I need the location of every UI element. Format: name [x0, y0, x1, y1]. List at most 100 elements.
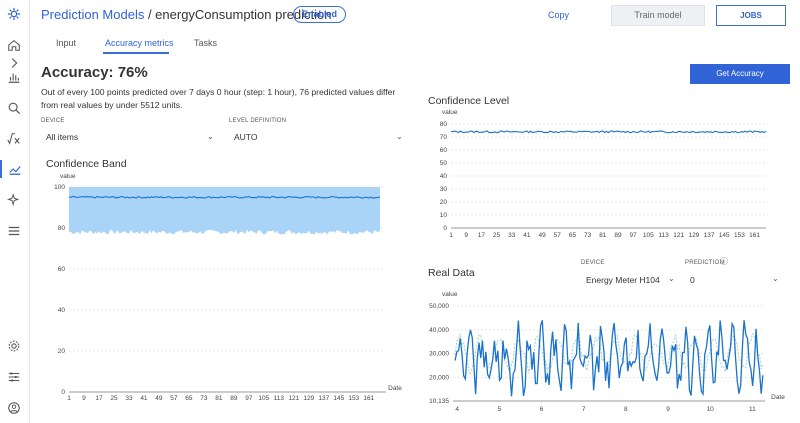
- x-tick-label: 25: [110, 395, 118, 402]
- confidence-band-title: Confidence Band: [46, 158, 127, 170]
- x-tick-label: 33: [508, 232, 516, 239]
- x-tick-label: 121: [673, 232, 684, 239]
- copy-button[interactable]: Copy: [548, 10, 570, 20]
- x-tick-label: 25: [493, 232, 501, 239]
- x-tick-label: 137: [318, 395, 329, 402]
- x-tick-label: 33: [125, 395, 133, 402]
- x-axis-label: Date: [771, 394, 785, 401]
- x-tick-label: 81: [599, 232, 607, 239]
- real-data-chart: 10,135 20,000 30,000 40,000 50,000 value 4 5 6 7 8…: [429, 291, 785, 413]
- real-data-device-select[interactable]: Energy Meter H104: [586, 275, 660, 285]
- y-tick-label: 80: [440, 121, 448, 128]
- x-tick-label: 49: [155, 395, 163, 402]
- chevron-down-icon[interactable]: ⌄: [396, 132, 403, 141]
- train-model-button[interactable]: Train model: [611, 5, 705, 26]
- y-tick-label: 20: [440, 199, 448, 206]
- info-icon[interactable]: ⓘ: [720, 257, 728, 266]
- search-analytics-icon[interactable]: [5, 99, 23, 117]
- x-tick-label: 145: [333, 395, 344, 402]
- get-accuracy-button[interactable]: Get Accuracy: [690, 64, 790, 84]
- status-badge: Enabled: [293, 6, 347, 23]
- x-tick-label: 9: [82, 395, 86, 402]
- expand-icon[interactable]: [5, 54, 23, 72]
- y-tick-label: 30: [440, 186, 448, 193]
- tab-input[interactable]: Input: [56, 38, 77, 48]
- y-tick-label: 80: [58, 225, 66, 232]
- x-tick-label: 153: [734, 232, 745, 239]
- confidence-band-chart: 0 20 40 60 80 100 value 1 9 17 25 33 41 49 57 65 73 81 89 9…: [54, 173, 402, 402]
- home-icon[interactable]: [5, 36, 23, 54]
- real-data-title: Real Data: [428, 267, 475, 279]
- logo-icon[interactable]: [5, 5, 23, 23]
- accuracy-description: Out of every 100 points predicted over 7…: [41, 87, 396, 110]
- accuracy-title: Accuracy: 76%: [41, 64, 148, 81]
- y-tick-label: 60: [58, 266, 66, 273]
- formula-icon[interactable]: [5, 130, 23, 148]
- level-definition-label: LEVEL DEFINITION: [229, 118, 287, 124]
- x-tick-label: 105: [258, 395, 269, 402]
- user-icon[interactable]: [5, 399, 23, 417]
- predicted-series-line: [454, 332, 764, 375]
- device-select[interactable]: All items: [46, 132, 79, 142]
- left-navigation-rail: [0, 0, 30, 423]
- chevron-down-icon[interactable]: ⌄: [207, 132, 214, 141]
- bar-chart-icon[interactable]: [5, 68, 23, 86]
- x-tick-label: 41: [140, 395, 148, 402]
- confidence-level-chart: 0 10 20 30 40 50 60 70 80 value 1 9 17 25 33 41 49 57 65 73…: [440, 109, 767, 239]
- breadcrumb-prediction-models[interactable]: Prediction Models: [41, 7, 145, 22]
- x-tick-label: 97: [630, 232, 638, 239]
- x-tick-label: 161: [749, 232, 760, 239]
- tab-tasks[interactable]: Tasks: [194, 38, 218, 48]
- level-definition-select[interactable]: AUTO: [234, 132, 258, 142]
- y-axis-label: value: [442, 291, 458, 298]
- y-tick-label: 50: [440, 160, 448, 167]
- x-tick-label: 5: [498, 406, 502, 413]
- chevron-down-icon[interactable]: ⌄: [668, 274, 675, 283]
- breadcrumb-separator: /: [144, 7, 156, 22]
- real-data-device-label: DEVICE: [581, 260, 605, 266]
- x-tick-label: 145: [719, 232, 730, 239]
- active-tab-indicator: [103, 52, 169, 54]
- confidence-band-area: [69, 187, 380, 235]
- jobs-button[interactable]: JOBS: [716, 5, 786, 26]
- x-tick-label: 57: [170, 395, 178, 402]
- x-tick-label: 81: [215, 395, 223, 402]
- y-tick-label: 30,000: [429, 351, 449, 358]
- x-tick-label: 8: [624, 406, 628, 413]
- x-tick-label: 105: [643, 232, 654, 239]
- sliders-icon[interactable]: [5, 368, 23, 386]
- x-tick-label: 1: [67, 395, 71, 402]
- y-tick-label: 100: [54, 184, 65, 191]
- y-tick-label: 20,000: [429, 374, 449, 381]
- confidence-band-line: [68, 195, 381, 199]
- y-tick-label: 40,000: [429, 327, 449, 334]
- page-header: Prediction Models / energyConsumption pr…: [30, 0, 800, 30]
- settings-icon[interactable]: [5, 337, 23, 355]
- device-label: DEVICE: [41, 118, 65, 124]
- y-axis-label: value: [442, 109, 458, 116]
- confidence-level-title: Confidence Level: [428, 95, 510, 107]
- y-tick-label: 10: [440, 212, 448, 219]
- y-tick-label: 70: [440, 134, 448, 141]
- x-tick-label: 129: [688, 232, 699, 239]
- y-tick-label: 40: [440, 173, 448, 180]
- trend-icon[interactable]: [0, 160, 28, 178]
- menu-icon[interactable]: [5, 222, 23, 240]
- confidence-level-line: [450, 130, 767, 134]
- y-tick-label: 10,135: [429, 398, 449, 405]
- x-tick-label: 161: [363, 395, 374, 402]
- model-name: energyConsumption prediction: [155, 7, 332, 22]
- x-tick-label: 89: [614, 232, 622, 239]
- x-tick-label: 129: [303, 395, 314, 402]
- page-title: Prediction Models / energyConsumption pr…: [41, 7, 332, 22]
- x-tick-label: 97: [245, 395, 253, 402]
- prediction-select[interactable]: 0: [690, 275, 695, 285]
- x-axis-label: Date: [388, 385, 402, 392]
- x-tick-label: 7: [582, 406, 586, 413]
- x-tick-label: 65: [185, 395, 193, 402]
- chevron-down-icon[interactable]: ⌄: [772, 274, 779, 283]
- x-tick-label: 41: [523, 232, 531, 239]
- real-series-line: [454, 320, 764, 397]
- tab-accuracy-metrics[interactable]: Accuracy metrics: [105, 38, 174, 48]
- sparkle-icon[interactable]: [5, 191, 23, 209]
